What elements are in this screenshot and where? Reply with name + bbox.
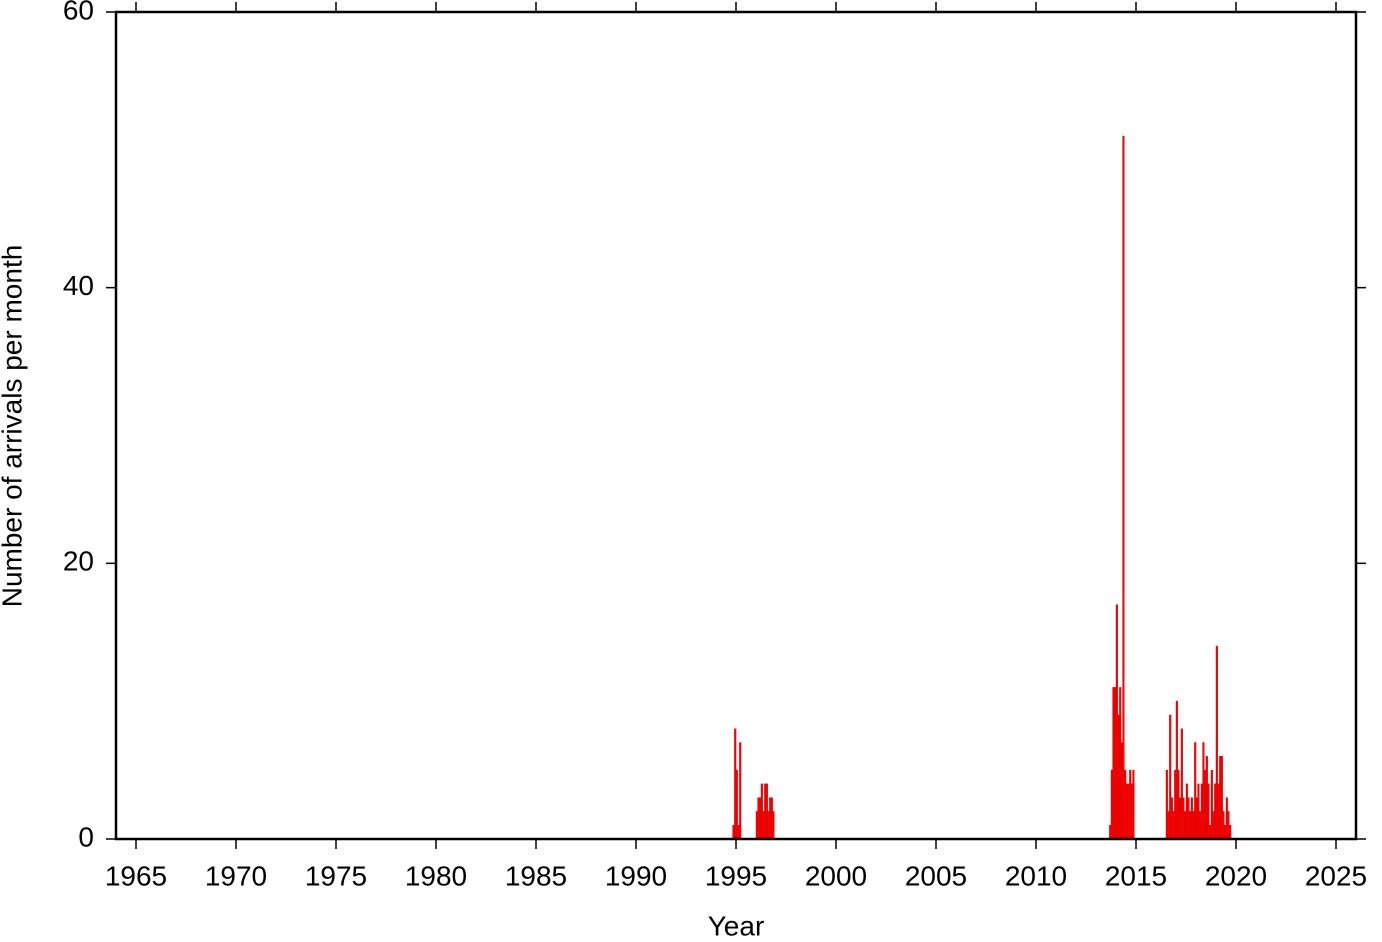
y-axis-title: Number of arrivals per month [0,245,27,608]
bar [1222,811,1225,840]
bar [1212,811,1215,840]
x-tick-label: 1980 [405,860,467,891]
x-tick-label: 2025 [1305,860,1367,891]
bar [737,825,740,840]
bar [1202,742,1205,840]
x-tick-label: 1985 [505,860,567,891]
bar [1197,783,1200,840]
x-tick-label: 2005 [905,860,967,891]
x-tick-label: 2000 [805,860,867,891]
x-tick-label: 1975 [305,860,367,891]
bar [1172,811,1175,840]
y-tick-label: 20 [63,546,94,577]
bar [732,825,735,840]
bar [1217,783,1220,840]
x-tick-label: 1970 [205,860,267,891]
bar [772,811,775,840]
bar [739,742,742,840]
x-tick-label: 1995 [705,860,767,891]
bar [762,811,765,840]
y-tick-label: 60 [63,0,94,25]
y-tick-label: 40 [63,270,94,301]
bar [1177,769,1180,840]
bar [757,797,760,840]
x-tick-label: 1990 [605,860,667,891]
plot-frame [114,10,1358,841]
bar [767,811,770,840]
bar [1182,797,1185,840]
bar [1167,811,1170,840]
x-tick-label: 2015 [1105,860,1167,891]
bar [1112,687,1115,840]
x-tick-label: 2020 [1205,860,1267,891]
x-tick-label: 2010 [1005,860,1067,891]
bar [1187,797,1190,840]
bar [1127,783,1130,840]
x-axis-title: Year [708,910,765,941]
bar [1192,811,1195,840]
bar [1132,769,1135,840]
bar [1122,135,1125,840]
bar [1207,783,1210,840]
bar [1117,714,1120,840]
bar [1227,811,1230,840]
y-tick-label: 0 [78,821,94,852]
bar [1229,825,1232,840]
x-tick-label: 1965 [105,860,167,891]
